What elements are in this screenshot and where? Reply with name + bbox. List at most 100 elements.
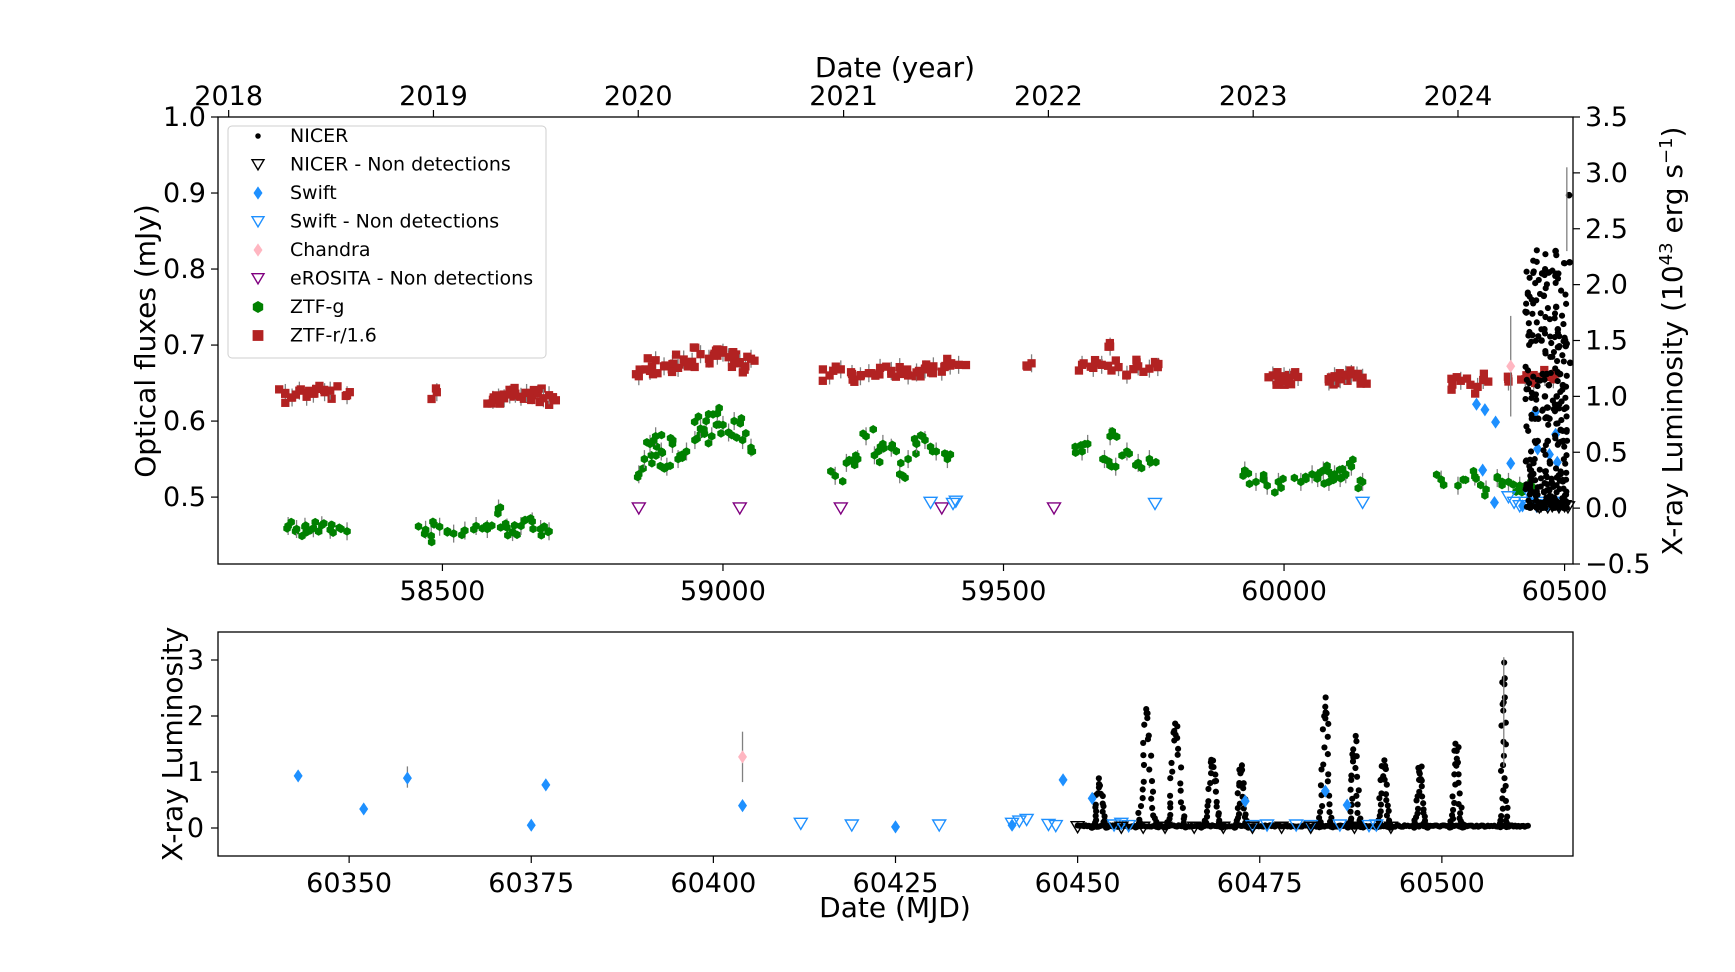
data-point bbox=[891, 820, 900, 834]
data-point bbox=[1562, 460, 1569, 467]
data-point bbox=[954, 360, 963, 369]
data-point bbox=[1549, 397, 1556, 404]
data-point bbox=[1525, 822, 1531, 829]
data-point bbox=[505, 385, 514, 394]
data-point bbox=[736, 419, 744, 428]
top-y2-tick-label: 3.0 bbox=[1585, 158, 1628, 189]
data-point bbox=[526, 818, 536, 832]
data-point bbox=[1215, 821, 1232, 835]
data-point bbox=[1208, 756, 1215, 763]
data-point bbox=[1532, 406, 1539, 413]
data-point bbox=[1502, 797, 1509, 805]
top-right-axis-title: X-ray Luminosity (1043 erg s−1) bbox=[1656, 127, 1689, 556]
legend-marker bbox=[250, 215, 266, 229]
data-point bbox=[1205, 785, 1212, 793]
data-point bbox=[1501, 675, 1508, 682]
data-point bbox=[1147, 497, 1163, 511]
bottom-x-tick-label: 60400 bbox=[670, 868, 756, 899]
data-point bbox=[844, 819, 860, 833]
data-point bbox=[1353, 738, 1360, 745]
data-point bbox=[540, 522, 548, 531]
data-point bbox=[897, 458, 905, 468]
data-point bbox=[1319, 802, 1326, 810]
data-point bbox=[420, 529, 429, 539]
data-point bbox=[1240, 794, 1250, 808]
top-year-tick-label: 2020 bbox=[604, 81, 673, 112]
data-point bbox=[1144, 715, 1151, 722]
data-point bbox=[653, 369, 662, 378]
data-point bbox=[1238, 766, 1245, 773]
data-point bbox=[1542, 371, 1549, 378]
data-point bbox=[910, 434, 919, 444]
y2-label-close: ) bbox=[1656, 127, 1689, 138]
top-y2-tick-label: 1.5 bbox=[1585, 326, 1628, 357]
data-point bbox=[430, 520, 438, 529]
nicer-flare bbox=[1132, 706, 1162, 831]
data-point bbox=[715, 403, 723, 413]
data-point bbox=[1524, 291, 1531, 298]
data-point bbox=[1320, 784, 1330, 798]
data-point bbox=[287, 517, 295, 527]
bottom-y-tick-label: 1 bbox=[187, 757, 204, 788]
data-point bbox=[1417, 775, 1424, 783]
data-point bbox=[1322, 703, 1329, 710]
data-point bbox=[291, 390, 301, 399]
data-point bbox=[1560, 505, 1567, 512]
data-point bbox=[656, 461, 664, 471]
data-point bbox=[831, 362, 840, 371]
data-point bbox=[708, 432, 716, 441]
bottom-x-axis-title: Date (MJD) bbox=[819, 891, 971, 924]
data-point bbox=[903, 365, 912, 374]
top-left-axis-title: Optical fluxes (mJy) bbox=[129, 204, 162, 478]
data-point bbox=[733, 433, 741, 442]
data-point bbox=[1522, 308, 1529, 315]
legend-marker bbox=[250, 158, 266, 172]
data-point bbox=[700, 425, 708, 434]
data-point bbox=[1203, 813, 1211, 820]
data-point bbox=[1354, 496, 1371, 510]
data-point bbox=[1204, 802, 1211, 809]
data-point bbox=[283, 524, 291, 533]
data-point bbox=[1377, 801, 1385, 808]
data-point bbox=[888, 440, 896, 450]
data-point bbox=[1140, 739, 1147, 746]
data-point bbox=[1533, 396, 1540, 403]
data-point bbox=[678, 450, 687, 459]
data-point bbox=[1324, 778, 1331, 785]
data-point bbox=[1383, 797, 1390, 804]
data-point bbox=[1141, 721, 1148, 728]
top-axes-layer: 58500 59000 59500 60000 60500 2018 2019 2020 202… bbox=[163, 81, 1651, 607]
data-point bbox=[1506, 496, 1522, 510]
data-point bbox=[287, 393, 296, 402]
bottom-x-tick-label: 60350 bbox=[306, 868, 392, 899]
data-point bbox=[1550, 406, 1557, 413]
data-point bbox=[1381, 776, 1388, 783]
data-point bbox=[1236, 800, 1243, 807]
data-point bbox=[657, 430, 666, 440]
data-point bbox=[1362, 379, 1371, 388]
data-point bbox=[1103, 361, 1113, 370]
data-point bbox=[1448, 380, 1457, 389]
data-point bbox=[1499, 805, 1506, 812]
data-point bbox=[1522, 371, 1531, 380]
data-point bbox=[1501, 694, 1508, 701]
data-point bbox=[937, 367, 946, 376]
data-point bbox=[1335, 465, 1344, 475]
legend-item: Swift - Non detections bbox=[250, 211, 499, 233]
data-point bbox=[897, 367, 907, 376]
data-point bbox=[1332, 819, 1348, 833]
data-point bbox=[1352, 764, 1359, 772]
data-point bbox=[1447, 385, 1456, 394]
data-point bbox=[1382, 765, 1389, 773]
data-point bbox=[1174, 751, 1181, 758]
data-point bbox=[487, 399, 496, 408]
data-point bbox=[1108, 427, 1116, 436]
data-point bbox=[1167, 811, 1174, 818]
data-point bbox=[1477, 480, 1485, 490]
data-point bbox=[1471, 397, 1481, 411]
data-point bbox=[427, 537, 436, 547]
legend-label: ZTF-g bbox=[290, 296, 344, 318]
data-point bbox=[527, 395, 536, 405]
data-point bbox=[1559, 476, 1566, 484]
data-point bbox=[1466, 380, 1475, 389]
